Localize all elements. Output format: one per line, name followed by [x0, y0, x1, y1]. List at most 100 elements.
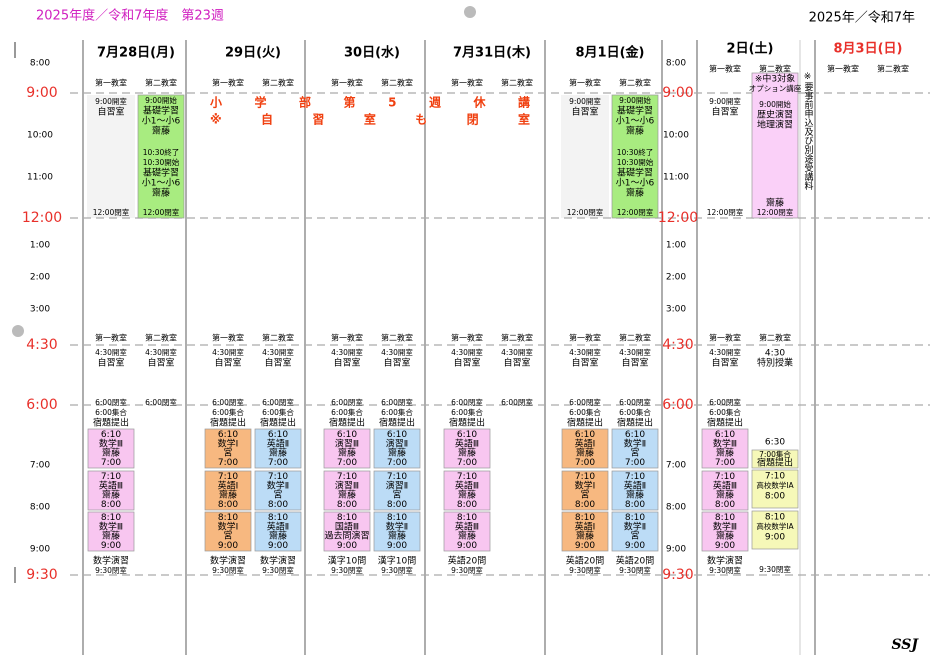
closure-notice: 小学部第5週休講: [210, 95, 530, 110]
block-text: 9:00: [765, 533, 785, 543]
block-text: 4:30開室: [212, 347, 244, 357]
block-text: 9:00: [337, 541, 357, 551]
block-text: 英語Ⅲ: [455, 520, 479, 532]
room-label: 第二教室: [262, 333, 294, 343]
time-label: 1:00: [666, 241, 686, 251]
class-block: [443, 428, 491, 469]
block-text: 8:00: [765, 492, 785, 502]
block-text: 4:30開室: [381, 347, 413, 357]
room-label: 第一教室: [95, 333, 127, 343]
block-text: 6:00閉室: [501, 397, 533, 407]
class-block: [204, 511, 252, 552]
time-label: 9:00: [26, 85, 57, 101]
room-label: 第一教室: [451, 333, 483, 343]
block-text: 英語Ⅰ: [218, 479, 239, 491]
block-text: 自習室: [571, 357, 598, 369]
room-label: 第一教室: [331, 78, 363, 88]
day-date: 7月28日(月): [97, 46, 175, 61]
block-text: 齋藤: [576, 447, 594, 459]
block-text: 宿題提出: [210, 417, 246, 429]
block-text: 宮: [630, 530, 639, 542]
time-label: 10:00: [663, 131, 689, 141]
block-text: 数学演習: [210, 555, 246, 567]
block-text: 9:30閉室: [759, 564, 791, 574]
class-block: [323, 428, 371, 469]
block-text: 8:00: [387, 500, 407, 510]
block-text: 4:30開室: [619, 347, 651, 357]
block-text: 12:00閉室: [93, 207, 130, 217]
block-text: 9:30閉室: [709, 565, 741, 575]
hole: [12, 325, 24, 337]
block-text: 4:30開室: [145, 347, 177, 357]
block-text: 齋藤: [152, 125, 170, 137]
class-block: [611, 470, 659, 511]
block-text: 6:00閉室: [331, 397, 363, 407]
block-text: 9:30閉室: [331, 565, 363, 575]
block-text: 6:10: [101, 430, 121, 440]
block-text: 自習室: [711, 106, 738, 118]
day-date: 8月1日(金): [576, 45, 645, 61]
class-block: [561, 470, 609, 511]
class-block: [561, 511, 609, 552]
block-text: 4:30開室: [331, 347, 363, 357]
block-text: 7:00: [575, 458, 595, 468]
block-text: 6:10: [218, 430, 238, 440]
block-text: 12:00閉室: [617, 207, 654, 217]
block-text: 8:00: [337, 500, 357, 510]
day-date: 2日(土): [727, 41, 774, 57]
block-text: 9:00: [268, 541, 288, 551]
block-text: 6:00閉室: [709, 397, 741, 407]
block-text: 6:10: [268, 430, 288, 440]
class-block: [373, 428, 421, 469]
room-label: 第二教室: [877, 64, 909, 74]
block-text: 特別授業: [757, 357, 793, 369]
block-text: 9:30閉室: [381, 565, 413, 575]
block-text: 8:10: [765, 513, 785, 523]
block-text: 英語Ⅱ: [267, 437, 289, 449]
block-text: 6:00集合: [569, 407, 601, 417]
block-text: 歴史演習: [757, 109, 793, 121]
block-text: 齋藤: [716, 447, 734, 459]
room-label: 第二教室: [145, 78, 177, 88]
block-text: 自習室: [97, 357, 124, 369]
class-block: [701, 428, 749, 469]
block-text: 数学Ⅲ: [713, 437, 737, 449]
block-text: 齋藤: [626, 489, 644, 501]
block-text: 齋藤: [269, 530, 287, 542]
block-text: 7:00集合: [759, 449, 791, 459]
block-text: 国語Ⅲ: [335, 520, 359, 532]
room-label: 第一教室: [212, 78, 244, 88]
room-label: 第二教室: [501, 78, 533, 88]
block-text: 齋藤: [716, 489, 734, 501]
block-text: 8:10: [101, 513, 121, 523]
block-text: 12:00閉室: [143, 207, 180, 217]
block-text: 英語Ⅲ: [455, 479, 479, 491]
block-text: 数学Ⅱ: [267, 479, 289, 491]
block-text: 演習Ⅲ: [335, 437, 359, 449]
block-text: 小1～小6: [616, 116, 655, 127]
block-text: 6:00集合: [619, 407, 651, 417]
time-label: 9:30: [26, 567, 57, 583]
block-text: 英語Ⅲ: [99, 479, 123, 491]
block-text: 4:30開室: [501, 347, 533, 357]
day-date: 30日(水): [344, 45, 400, 61]
block-text: 齋藤: [458, 489, 476, 501]
block-text: 8:00: [457, 500, 477, 510]
block-text: 9:00開始: [619, 95, 651, 105]
time-label: 8:00: [30, 503, 50, 513]
room-label: 第二教室: [145, 333, 177, 343]
block-text: 齋藤: [626, 187, 644, 199]
block-text: 数学Ⅲ: [99, 437, 123, 449]
block-text: 6:00閉室: [619, 397, 651, 407]
block-text: 7:10: [715, 472, 735, 482]
block-text: 6:00閉室: [381, 397, 413, 407]
block-text: 4:30: [765, 349, 785, 359]
room-label: 第二教室: [759, 64, 791, 74]
hole: [464, 6, 476, 18]
block-text: 7:00: [218, 458, 238, 468]
block-text: 齋藤: [102, 447, 120, 459]
time-label: 7:00: [666, 461, 686, 471]
block-text: 10:30開始: [143, 157, 180, 167]
block-text: 宿題提出: [757, 457, 793, 469]
block-text: 9:00: [457, 541, 477, 551]
